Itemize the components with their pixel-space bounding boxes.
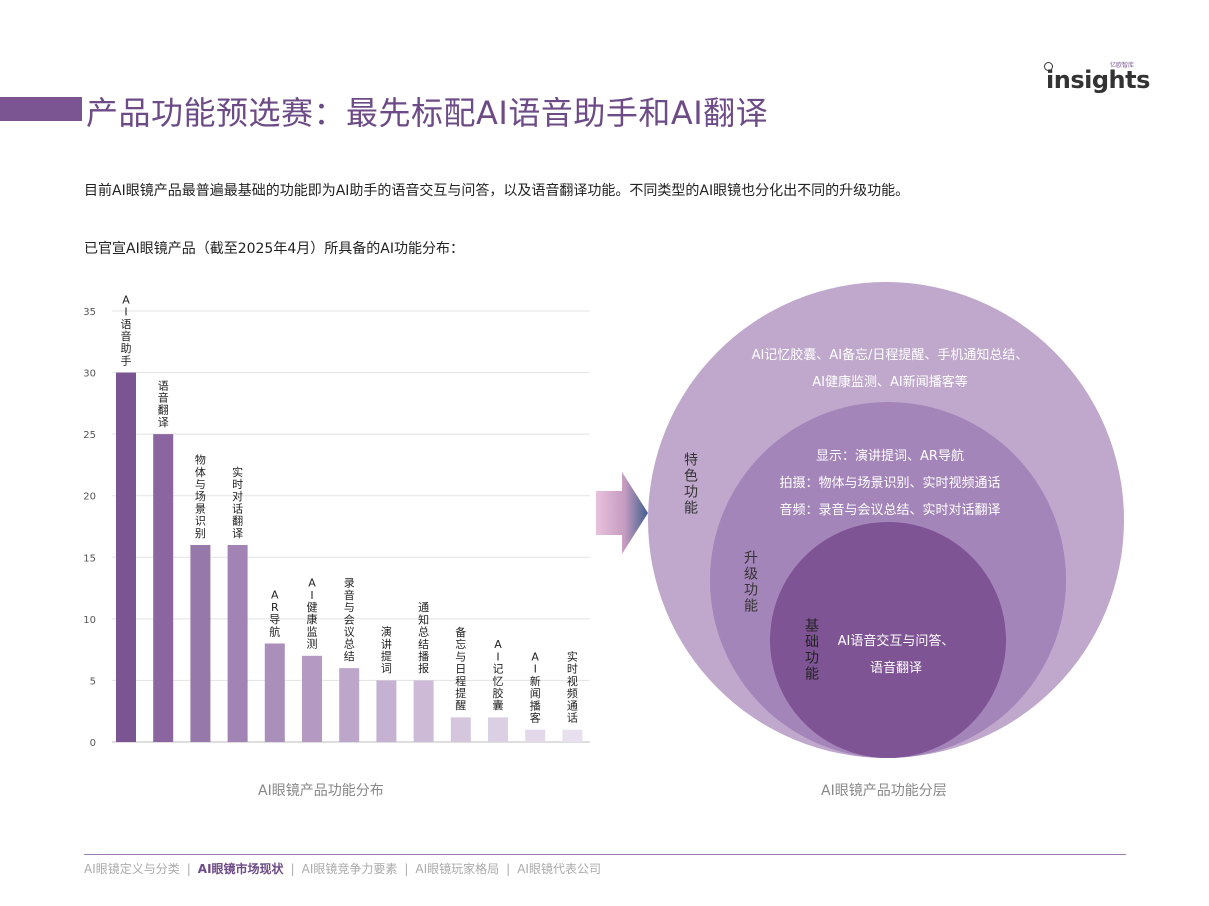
bar <box>339 668 360 742</box>
bar-label: A I 记忆胶囊 <box>493 638 504 712</box>
bar <box>450 717 471 742</box>
middle-line-2: 拍摄：物体与场景识别、实时视频通话 <box>779 476 1001 491</box>
middle-line-3: 音频：录音与会议总结、实时对话翻译 <box>779 503 1001 518</box>
bar-label: 备忘与日程提醒 <box>455 625 466 712</box>
logo-wordmark: insights <box>1046 66 1150 94</box>
bar-label: 语音翻译 <box>158 379 169 429</box>
logo-tag: 亿欧智库 <box>1109 62 1134 69</box>
inner-line-2: 语音翻译 <box>869 661 922 676</box>
function-layers-diagram <box>648 282 1124 758</box>
bar-label: 通知总结播报 <box>418 601 429 675</box>
outer-layer-text: AI记忆胶囊、AI备忘/日程提醒、手机通知总结、 AI健康监测、AI新闻播客等 <box>700 342 1080 396</box>
bar <box>116 372 136 742</box>
bar <box>302 655 322 742</box>
bar <box>376 680 397 742</box>
y-tick-label: 15 <box>83 553 96 564</box>
footer-nav-item[interactable]: AI眼镜玩家格局 <box>415 862 500 876</box>
y-tick-label: 30 <box>83 369 96 380</box>
bar <box>190 544 211 742</box>
footer-separator: | <box>506 862 511 876</box>
bar-label: 实时视频通话 <box>567 649 578 724</box>
outer-line-1: AI记忆胶囊、AI备忘/日程提醒、手机通知总结、 <box>751 348 1029 363</box>
inner-layer-label: 基础功能 <box>803 618 819 682</box>
logo-dot-icon <box>1044 62 1053 71</box>
footer-divider <box>84 854 1126 855</box>
inner-layer-text: AI语音交互与问答、 语音翻译 <box>796 628 996 682</box>
y-tick-label: 10 <box>83 615 96 626</box>
bar-label: 物体与场景识别 <box>195 453 206 540</box>
footer-separator: | <box>290 862 295 876</box>
bar-label: 实时对话翻译 <box>232 465 243 540</box>
bar <box>562 729 583 742</box>
bar-label: A R 导航 <box>269 589 280 639</box>
footer-separator: | <box>404 862 409 876</box>
y-tick-label: 20 <box>83 492 96 503</box>
middle-layer-text: 显示：演讲提词、AR导航 拍摄：物体与场景识别、实时视频通话 音频：录音与会议总… <box>740 443 1040 524</box>
outer-line-2: AI健康监测、AI新闻播客等 <box>812 375 968 390</box>
brand-logo: 亿欧智库 insights <box>1044 60 1150 96</box>
intro-text: 目前AI眼镜产品最普遍最基础的功能即为AI助手的语音交互与问答，以及语音翻译功能… <box>84 183 910 199</box>
footer-separator: | <box>186 862 191 876</box>
arrow-right-icon <box>596 472 648 554</box>
bar <box>413 680 434 742</box>
middle-layer-label: 升级功能 <box>742 550 758 614</box>
bar <box>264 643 285 742</box>
title-accent-bar <box>0 97 82 121</box>
page-title: 产品功能预选赛：最先标配AI语音助手和AI翻译 <box>86 94 769 132</box>
bar <box>153 434 174 742</box>
bar <box>227 544 248 742</box>
footer-nav-item[interactable]: AI眼镜竞争力要素 <box>301 862 398 876</box>
y-tick-label: 5 <box>90 676 96 687</box>
outer-layer-label: 特色功能 <box>682 452 698 516</box>
y-tick-label: 25 <box>83 430 96 441</box>
y-tick-label: 0 <box>90 738 96 749</box>
bar-label: A I 健康监测 <box>307 577 318 651</box>
bar-label: 录音与会议总结 <box>344 577 355 663</box>
diagram-caption: AI眼镜产品功能分层 <box>821 783 947 799</box>
footer-nav-item[interactable]: AI眼镜定义与分类 <box>84 862 180 876</box>
footer-nav: AI眼镜定义与分类 | AI眼镜市场现状 | AI眼镜竞争力要素 | AI眼镜玩家格局 | AI… <box>84 860 601 877</box>
bar-label: A I 语音助手 <box>121 293 132 367</box>
footer-nav-item[interactable]: AI眼镜代表公司 <box>517 862 601 876</box>
bar-chart-caption: AI眼镜产品功能分布 <box>258 783 384 799</box>
y-tick-label: 35 <box>83 307 96 318</box>
footer-nav-item-active[interactable]: AI眼镜市场现状 <box>197 862 284 876</box>
bar-label: 演讲提词 <box>381 625 392 676</box>
bar <box>525 729 546 742</box>
inner-circle-basic <box>770 522 1006 758</box>
chart-subheading: 已官宣AI眼镜产品（截至2025年4月）所具备的AI功能分布： <box>84 241 464 257</box>
bar <box>488 717 508 742</box>
inner-line-1: AI语音交互与问答、 <box>837 634 955 649</box>
middle-line-1: 显示：演讲提词、AR导航 <box>816 449 964 464</box>
bar-label: A I 新闻播客 <box>530 650 541 724</box>
